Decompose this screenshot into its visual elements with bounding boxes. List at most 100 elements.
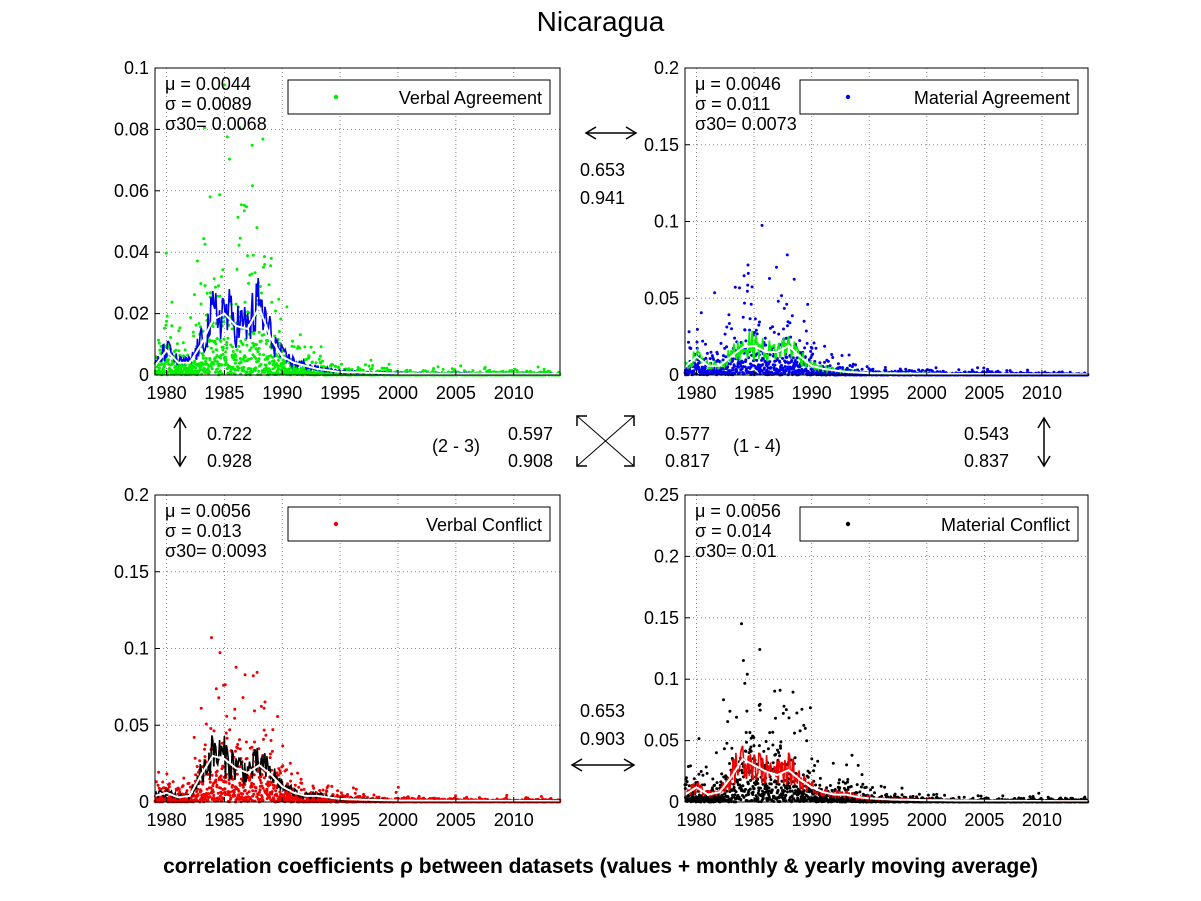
data-point: [224, 361, 228, 365]
data-point: [755, 358, 759, 362]
data-point: [250, 785, 254, 789]
data-point: [212, 729, 216, 733]
data-point: [158, 366, 161, 370]
data-point: [242, 369, 245, 373]
data-point: [231, 783, 234, 787]
data-point: [234, 302, 238, 306]
data-point: [787, 370, 791, 374]
data-point: [232, 358, 236, 362]
data-point: [321, 788, 325, 792]
data-point: [812, 341, 816, 345]
x-tick-label: 1995: [849, 383, 889, 403]
data-point: [206, 798, 210, 802]
data-point: [777, 332, 781, 336]
data-point: [309, 345, 313, 349]
data-point: [727, 322, 731, 325]
data-point: [274, 789, 278, 793]
data-point: [182, 354, 186, 358]
data-point: [758, 320, 761, 324]
data-point: [210, 367, 214, 371]
data-point: [181, 341, 185, 345]
data-point: [222, 337, 226, 341]
data-point: [370, 367, 374, 370]
data-point: [164, 251, 168, 255]
data-point: [257, 330, 261, 334]
stats-line: σ = 0.011: [695, 94, 770, 114]
data-point: [229, 796, 233, 800]
data-point: [904, 367, 908, 371]
data-point: [253, 709, 256, 713]
data-point: [228, 794, 232, 797]
data-point: [243, 355, 247, 359]
data-point: [225, 135, 229, 139]
data-point: [704, 342, 707, 346]
data-point: [745, 289, 749, 293]
data-point: [262, 728, 266, 732]
data-point: [238, 236, 242, 240]
data-point: [746, 263, 750, 267]
data-point: [223, 683, 227, 687]
data-point: [196, 793, 200, 797]
data-point: [262, 706, 266, 710]
data-point: [252, 782, 256, 786]
data-point: [273, 334, 277, 338]
data-point: [318, 789, 322, 792]
data-point: [251, 674, 255, 678]
data-point: [221, 268, 225, 272]
data-point: [259, 781, 263, 785]
data-point: [245, 757, 249, 760]
data-point: [275, 794, 279, 798]
data-point: [177, 349, 181, 353]
data-point: [266, 780, 270, 784]
data-point: [201, 782, 205, 786]
data-point: [204, 356, 208, 360]
data-point: [263, 370, 267, 374]
data-point: [197, 370, 201, 374]
data-point: [921, 368, 924, 372]
data-point: [704, 356, 708, 360]
data-point: [831, 356, 835, 359]
data-point: [280, 364, 283, 368]
data-point: [211, 325, 215, 328]
data-point: [277, 358, 280, 362]
data-point: [218, 651, 222, 655]
data-point: [165, 319, 168, 323]
data-point: [754, 328, 758, 332]
data-point: [436, 365, 440, 369]
data-point: [218, 294, 222, 298]
data-point: [705, 351, 709, 355]
data-point: [213, 339, 217, 343]
data-point: [236, 743, 240, 746]
data-point: [235, 267, 239, 271]
data-point: [218, 369, 222, 373]
data-point: [254, 789, 258, 793]
data-point: [760, 223, 764, 227]
data-point: [307, 354, 311, 358]
data-point: [337, 366, 341, 370]
data-point: [272, 362, 276, 366]
data-point: [211, 350, 215, 354]
x-tick-label: 2010: [494, 383, 534, 403]
data-point: [202, 237, 206, 241]
stats-line: σ30= 0.0073: [695, 114, 797, 134]
data-point: [221, 352, 225, 356]
data-point: [168, 782, 171, 786]
data-point: [788, 321, 792, 325]
data-point: [187, 781, 191, 785]
y-tick-label: 0: [139, 365, 149, 385]
data-point: [695, 327, 699, 331]
data-point: [319, 361, 323, 365]
data-point: [782, 306, 786, 310]
data-point: [382, 366, 386, 370]
data-point: [215, 348, 219, 352]
data-point: [276, 364, 280, 368]
data-point: [171, 780, 175, 784]
data-point: [220, 372, 224, 376]
y-tick-label: 0: [669, 365, 679, 385]
data-point: [208, 195, 212, 199]
data-point: [215, 783, 219, 787]
data-point: [744, 358, 748, 362]
data-point: [238, 126, 242, 130]
legend-marker: [845, 94, 851, 100]
data-point: [792, 277, 796, 281]
